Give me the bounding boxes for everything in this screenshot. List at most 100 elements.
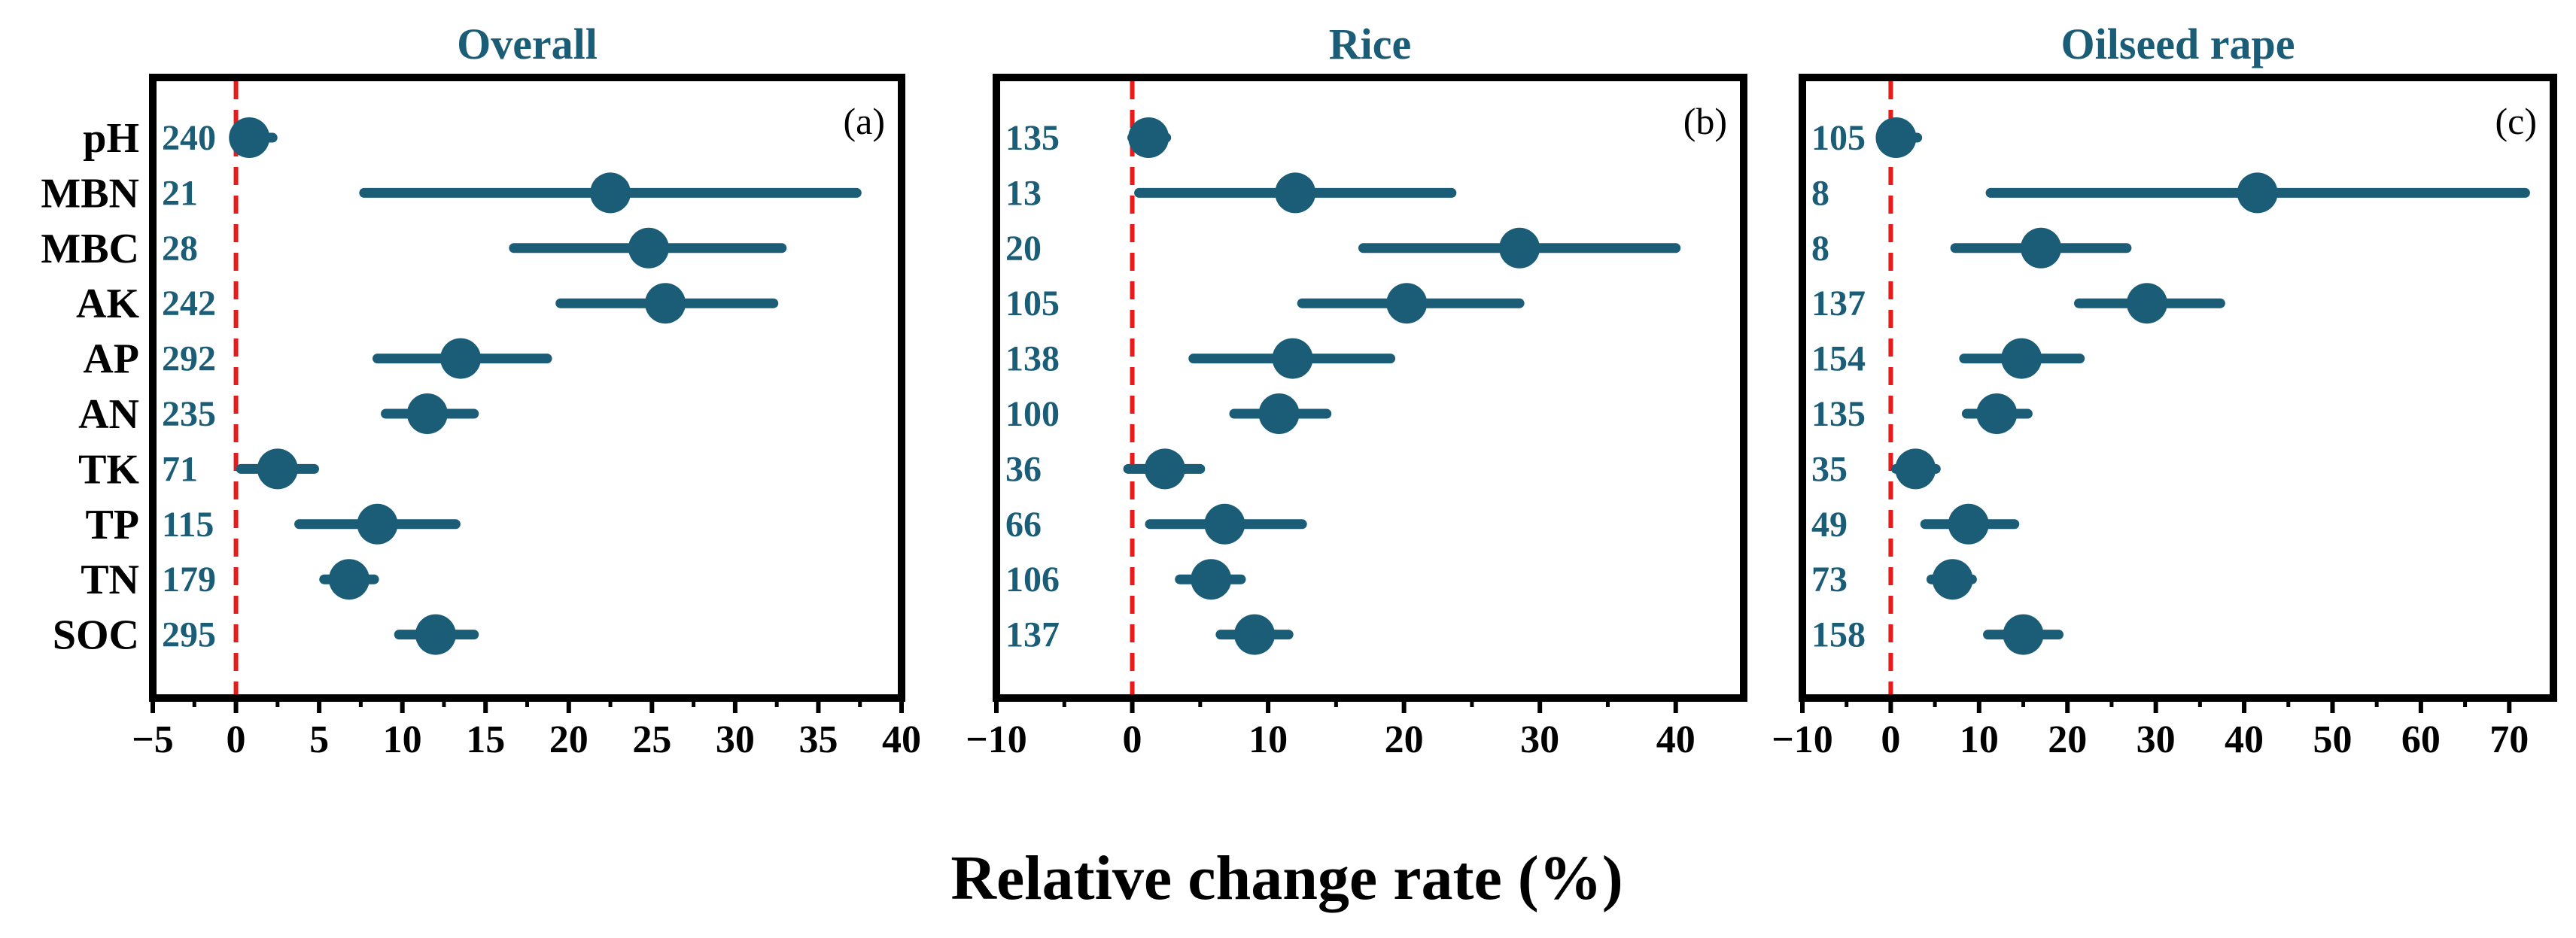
sample-size-ap: 138 [1005,339,1060,379]
panel-oilseed-rape: Oilseed rape (c) −10 0 10 20 30 40 50 60 70 105 8 8 13… [1772,20,2557,761]
mean-point-ph [1875,117,1917,158]
sample-size-tp: 66 [1005,505,1042,545]
category-label-soc: SOC [53,612,139,659]
x-tick-label: 40 [1656,718,1696,761]
mean-point-tk [1895,448,1936,490]
category-label-an: AN [78,391,139,438]
panel-rice: Rice (b) −10 0 10 20 30 40 135 13 20 105 138 100 36 66 1… [966,20,1747,761]
mean-point-ak [1386,283,1428,324]
panel-letter: (b) [1683,100,1727,142]
sample-size-ph: 240 [162,118,216,158]
x-tick-label: −10 [1772,718,1833,761]
category-label-tn: TN [81,557,139,603]
mean-point-an [1258,393,1300,434]
sample-size-tp: 115 [162,505,214,545]
x-tick-label: 5 [309,718,329,761]
panel-title: Overall [457,20,598,68]
sample-size-tk: 71 [162,449,198,489]
mean-point-mbc [628,227,669,269]
category-label-tp: TP [85,502,139,548]
category-label-ak: AK [76,281,139,327]
category-label-tk: TK [78,446,139,493]
sample-size-ap: 154 [1811,339,1866,379]
panel-letter: (a) [844,100,886,142]
sample-size-ak: 105 [1005,284,1060,323]
sample-size-tk: 36 [1005,449,1042,489]
mean-point-an [1976,393,2018,434]
category-label-mbc: MBC [41,226,139,272]
mean-point-soc [2003,614,2044,655]
mean-point-ak [2126,283,2167,324]
panels-layer: Overall (a) −5 0 5 10 15 20 25 30 35 40 240 21 28 242 29… [132,20,2557,761]
sample-size-tn: 73 [1811,560,1848,600]
sample-size-an: 100 [1005,394,1060,434]
mean-point-tp [1204,503,1245,545]
sample-size-soc: 295 [162,615,216,655]
panel-title: Rice [1329,20,1412,68]
sample-size-soc: 137 [1005,615,1060,655]
x-tick-label: 25 [632,718,671,761]
sample-size-soc: 158 [1811,615,1866,655]
mean-point-tn [1191,559,1232,600]
mean-point-tn [328,559,370,600]
x-tick-label: 50 [2313,718,2352,761]
mean-point-tp [357,503,398,545]
mean-point-tp [1948,503,1989,545]
sample-size-ap: 292 [162,339,216,379]
x-tick-label: 40 [2225,718,2264,761]
sample-size-ak: 137 [1811,284,1866,323]
panel-title: Oilseed rape [2061,20,2295,68]
mean-point-ap [440,338,482,379]
mean-point-ph [229,117,270,158]
x-tick-label: 0 [227,718,246,761]
x-tick-label: 20 [2048,718,2087,761]
sample-size-tn: 106 [1005,560,1060,600]
mean-point-ap [1272,338,1313,379]
category-label-ph: pH [83,115,139,162]
sample-size-mbc: 28 [162,229,198,269]
x-tick-label: 30 [1520,718,1559,761]
sample-size-tp: 49 [1811,505,1848,545]
mean-point-ak [645,283,686,324]
x-tick-label: 70 [2489,718,2529,761]
sample-size-mbn: 13 [1005,173,1042,213]
x-tick-label: 0 [1123,718,1142,761]
x-tick-label: 15 [466,718,505,761]
mean-point-an [406,393,448,434]
mean-point-mbn [590,172,631,214]
sample-size-ph: 135 [1005,118,1060,158]
x-tick-label: 60 [2401,718,2441,761]
mean-point-tk [257,448,298,490]
panel-frame [149,74,905,702]
sample-size-mbc: 20 [1005,229,1042,269]
x-tick-label: 40 [882,718,921,761]
panel-frame [1799,74,2557,702]
mean-point-mbn [2237,172,2278,214]
mean-point-soc [415,614,456,655]
category-label-mbn: MBN [41,170,139,217]
sample-size-ph: 105 [1811,118,1866,158]
mean-point-mbc [2021,227,2062,269]
mean-point-mbn [1275,172,1316,214]
x-tick-label: −5 [132,718,174,761]
x-tick-label: 20 [1385,718,1424,761]
category-label-ap: AP [83,336,139,383]
x-tick-label: 30 [716,718,755,761]
x-tick-label: 0 [1881,718,1900,761]
sample-size-mbc: 8 [1811,229,1829,269]
sample-size-tk: 35 [1811,449,1848,489]
x-tick-label: 10 [383,718,422,761]
category-axis-labels: pH MBN MBC AK AP AN TK TP TN SOC [41,115,139,659]
x-tick-label: −10 [966,718,1027,761]
x-axis-title: Relative change rate (%) [950,843,1623,913]
sample-size-mbn: 8 [1811,173,1829,213]
mean-point-tn [1932,559,1973,600]
x-tick-label: 20 [549,718,588,761]
sample-size-an: 135 [1811,394,1866,434]
sample-size-an: 235 [162,394,216,434]
x-tick-label: 10 [1248,718,1288,761]
sample-size-tn: 179 [162,560,216,600]
x-tick-label: 35 [798,718,838,761]
x-tick-label: 10 [1960,718,1999,761]
